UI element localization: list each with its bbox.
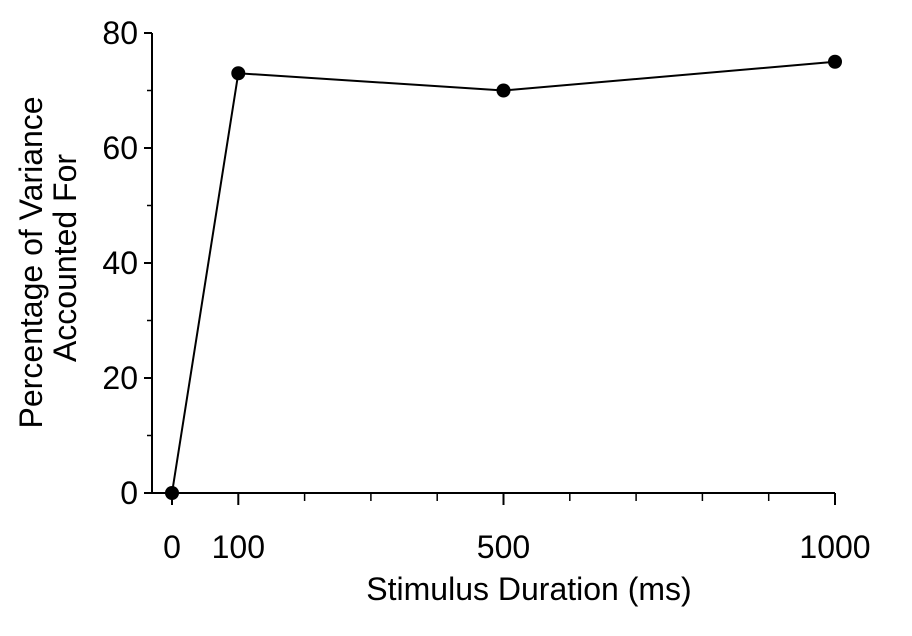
x-tick-label: 100 — [212, 529, 265, 565]
y-tick-label: 60 — [102, 130, 138, 166]
y-tick-label: 20 — [102, 360, 138, 396]
x-tick-label: 1000 — [799, 529, 870, 565]
x-axis-title: Stimulus Duration (ms) — [366, 571, 691, 607]
data-point — [165, 486, 179, 500]
y-tick-label: 0 — [120, 475, 138, 511]
series-layer — [165, 54, 842, 500]
tick-labels: 0 20 40 60 80 0 100 500 1000 — [102, 15, 870, 565]
series-line — [171, 60, 836, 494]
y-axis-title-line-2: Accounted For — [47, 154, 83, 362]
data-point — [828, 54, 842, 69]
y-axis-title: Percentage of Variance Accounted For — [13, 88, 83, 429]
y-axis-title-line-1: Percentage of Variance — [13, 96, 49, 428]
x-tick-label: 500 — [477, 529, 530, 565]
data-point — [496, 83, 511, 98]
ticks — [144, 32, 836, 505]
y-tick-label: 80 — [102, 15, 138, 51]
data-point — [231, 66, 246, 81]
y-tick-label: 40 — [102, 245, 138, 281]
axes — [151, 33, 835, 494]
x-tick-label: 0 — [163, 529, 181, 565]
